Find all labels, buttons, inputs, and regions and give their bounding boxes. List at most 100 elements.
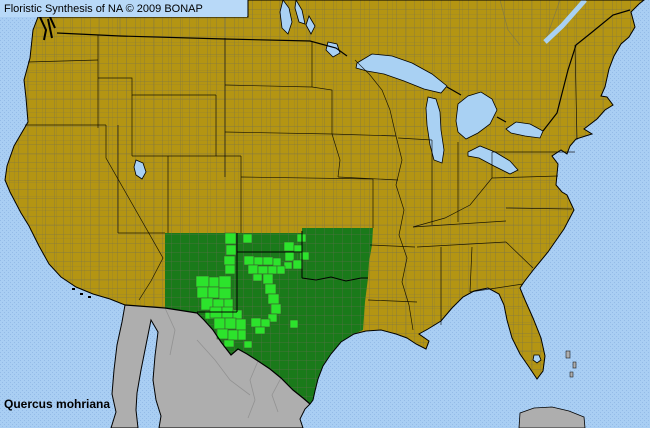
cuba-region (518, 406, 586, 428)
coastal-inlet-mark (39, 16, 48, 41)
us-canada-border (56, 32, 348, 57)
present-county-marker (257, 265, 269, 275)
island-shape (565, 350, 571, 359)
coastal-inlet-mark (49, 16, 56, 29)
us-canada-border (496, 116, 507, 123)
lake-shape (467, 145, 519, 175)
island-dot (88, 296, 91, 298)
present-county-marker (254, 326, 266, 335)
lake-shape (505, 121, 544, 139)
present-county-marker (250, 317, 262, 328)
lake-shape (532, 354, 542, 364)
state-border-line (412, 177, 493, 228)
lake-shape (294, 0, 306, 25)
present-county-marker (262, 256, 274, 266)
present-county-marker (218, 287, 232, 300)
state-border-line (412, 220, 507, 228)
state-border-line (397, 137, 433, 141)
mexico-state-line (247, 360, 259, 419)
present-county-marker (224, 317, 237, 330)
present-county-marker (224, 264, 236, 275)
us-canada-border (542, 9, 631, 132)
present-county-marker (252, 273, 263, 282)
mexico-state-line (164, 307, 176, 356)
present-county-marker (223, 339, 235, 348)
mexico-state-line (196, 339, 251, 396)
present-county-marker (207, 286, 220, 299)
map-title-box: Floristic Synthesis of NA © 2009 BONAP (0, 0, 247, 17)
lake-shape (279, 0, 293, 35)
present-county-marker (195, 275, 210, 288)
state-border-line (105, 125, 164, 301)
state-border-line (354, 59, 397, 137)
lake-shape (355, 53, 448, 94)
state-border-line (416, 241, 507, 248)
species-name-label: Quercus mohriana (4, 397, 111, 411)
state-border-line (491, 175, 559, 179)
mexico-state-line (271, 377, 282, 413)
state-border-line (98, 77, 216, 96)
state-border-line (224, 84, 313, 88)
present-county-marker (292, 259, 304, 270)
present-county-marker (262, 273, 274, 285)
present-county-marker (283, 241, 295, 252)
present-county-marker (242, 233, 253, 244)
state-border-line (27, 59, 99, 63)
present-county-marker (196, 286, 209, 299)
present-county-marker (284, 251, 295, 262)
present-county-marker (299, 251, 310, 261)
present-county-marker (260, 318, 271, 328)
present-county-marker (247, 264, 259, 275)
present-county-marker (237, 329, 247, 341)
present-county-marker (208, 276, 220, 288)
state-border-line (331, 133, 397, 137)
lake-shape (425, 96, 445, 164)
present-county-marker (272, 257, 282, 267)
present-county-marker (289, 319, 299, 329)
state-border-line (505, 207, 573, 210)
present-county-marker (283, 261, 293, 270)
state-border-line (367, 299, 418, 303)
lake-shape (305, 15, 316, 35)
state-border-line (240, 176, 374, 180)
present-county-marker (227, 329, 239, 341)
present-county-marker (270, 303, 282, 315)
state-border-line (505, 241, 534, 269)
present-county-marker (243, 255, 255, 266)
state-border-line (469, 246, 473, 293)
present-county-marker (225, 244, 237, 256)
state-border-line (224, 131, 333, 135)
state-border-line (574, 44, 578, 141)
us-canada-border (446, 86, 462, 96)
state-border-line (337, 176, 399, 181)
state-border-line (311, 86, 333, 134)
state-border-line (331, 133, 341, 178)
state-border-line (301, 276, 368, 282)
st-lawrence-river (543, 0, 587, 44)
present-county-marker (235, 318, 247, 331)
present-county-marker (218, 275, 232, 289)
coastal-inlet-mark (47, 18, 53, 39)
lake-shape (133, 159, 147, 180)
present-county-marker (213, 317, 226, 330)
present-county-marker (253, 256, 264, 266)
island-dot (72, 288, 75, 290)
canada-division-line (544, 0, 561, 43)
present-county-marker (267, 293, 280, 305)
state-border-line (395, 135, 414, 331)
present-county-marker (243, 340, 253, 349)
present-county-marker (276, 265, 286, 275)
canada-division-line (499, 0, 521, 46)
state-border-line (469, 283, 524, 293)
map-title: Floristic Synthesis of NA © 2009 BONAP (4, 2, 203, 15)
present-county-marker (224, 232, 237, 245)
present-county-marker (223, 255, 236, 266)
state-border-line (369, 244, 416, 248)
island-dot (80, 293, 83, 295)
island-shape (569, 371, 574, 378)
us-mexico-border (124, 304, 311, 405)
island-shape (572, 361, 577, 369)
coastline (4, 0, 645, 428)
